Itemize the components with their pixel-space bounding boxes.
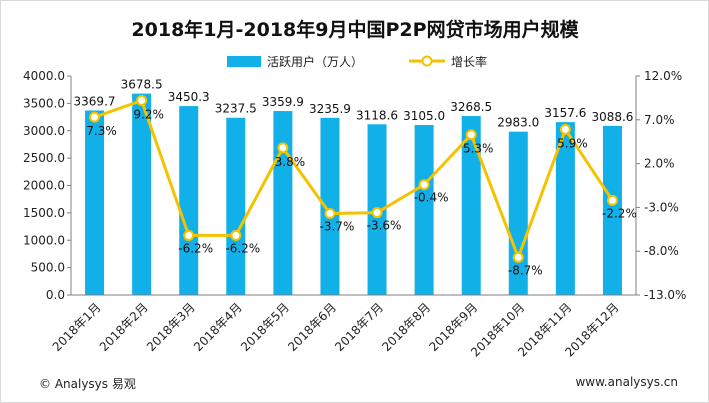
growth-rate-point <box>230 229 242 241</box>
bar-value-label: 2983.0 <box>497 116 539 130</box>
x-axis-tick-label: 2018年2月 <box>97 300 151 354</box>
growth-rate-label: -6.2% <box>178 241 213 255</box>
bar-active-users <box>320 117 340 295</box>
left-axis-tick-label: 3000.0 <box>23 124 65 138</box>
left-axis-tick-label: 4000.0 <box>23 69 65 83</box>
growth-rate-point <box>183 229 195 241</box>
growth-rate-point <box>418 179 430 191</box>
legend-label-line: 增长率 <box>451 54 487 69</box>
right-axis-tick-label: 7.0% <box>644 113 675 127</box>
bar-active-users <box>85 110 105 295</box>
right-axis-tick-label: 2.0% <box>644 157 675 171</box>
legend-swatch-bars <box>227 56 261 67</box>
copyright-text: © Analysys 易观 <box>39 377 136 391</box>
left-axis-tick-label: 1500.0 <box>23 206 65 220</box>
x-axis-tick-label: 2018年8月 <box>379 300 433 354</box>
bar-active-users <box>273 111 293 295</box>
growth-rate-label: -6.2% <box>225 241 260 255</box>
bar-active-users <box>508 131 528 295</box>
left-axis-tick-label: 1000.0 <box>23 233 65 247</box>
x-axis-tick-label: 2018年6月 <box>285 300 339 354</box>
growth-rate-point <box>512 251 524 263</box>
growth-rate-label: -3.6% <box>367 219 402 233</box>
growth-rate-label: -0.4% <box>414 191 449 205</box>
bar-active-users <box>179 106 199 296</box>
legend-label-bars: 活跃用户（万人） <box>267 54 363 69</box>
growth-rate-point <box>89 111 101 123</box>
growth-rate-label: 7.3% <box>86 124 117 138</box>
bar-active-users <box>132 93 152 295</box>
right-axis-tick-label: -13.0% <box>644 288 686 302</box>
legend-swatch-marker <box>421 55 433 67</box>
bar-value-label: 3118.6 <box>356 108 398 122</box>
website-text: www.analysys.cn <box>575 375 678 389</box>
growth-rate-point <box>559 123 571 135</box>
right-axis-tick-label: 12.0% <box>644 69 682 83</box>
bar-value-label: 3268.5 <box>450 100 492 114</box>
left-axis-tick-label: 0.0 <box>46 288 65 302</box>
growth-rate-point <box>371 207 383 219</box>
growth-rate-point <box>465 129 477 141</box>
bar-value-label: 3359.9 <box>262 95 304 109</box>
bar-active-users <box>602 125 622 296</box>
left-axis-tick-label: 500.0 <box>31 261 65 275</box>
bar-active-users <box>414 125 434 295</box>
growth-rate-label: 9.2% <box>133 108 164 122</box>
left-axis-tick-label: 2000.0 <box>23 179 65 193</box>
bar-value-label: 3450.3 <box>168 90 210 104</box>
x-axis-tick-label: 2018年5月 <box>238 300 292 354</box>
growth-rate-label: 3.8% <box>275 155 306 169</box>
bar-value-label: 3237.5 <box>215 102 257 116</box>
growth-rate-point <box>606 194 618 206</box>
bar-value-label: 3369.7 <box>74 95 116 109</box>
growth-rate-label: 5.3% <box>463 142 494 156</box>
chart-title: 2018年1月-2018年9月中国P2P网贷市场用户规模 <box>131 18 579 41</box>
bar-active-users <box>461 116 481 295</box>
growth-rate-label: -8.7% <box>508 263 543 277</box>
right-axis-tick-label: -8.0% <box>644 244 679 258</box>
bar-active-users <box>226 117 246 295</box>
growth-rate-point <box>136 95 148 107</box>
left-axis-tick-label: 3500.0 <box>23 96 65 110</box>
growth-rate-label: 5.9% <box>557 136 588 150</box>
left-axis-tick-label: 2500.0 <box>23 151 65 165</box>
growth-rate-label: -2.2% <box>602 206 637 220</box>
bar-value-label: 3678.5 <box>121 78 163 92</box>
growth-rate-line <box>94 99 614 259</box>
x-axis-tick-label: 2018年7月 <box>332 300 386 354</box>
growth-rate-label: -3.7% <box>320 220 355 234</box>
growth-rate-point <box>277 142 289 154</box>
x-axis-tick-label: 2018年1月 <box>50 300 104 354</box>
bar-value-label: 3088.6 <box>591 110 633 124</box>
bar-active-users <box>555 122 575 295</box>
right-axis-tick-label: -3.0% <box>644 200 679 214</box>
bar-value-label: 3105.0 <box>403 109 445 123</box>
bar-value-label: 3235.9 <box>309 102 351 116</box>
bar-value-label: 3157.6 <box>544 106 586 120</box>
x-axis-tick-label: 2018年3月 <box>144 300 198 354</box>
x-axis-tick-label: 2018年4月 <box>191 300 245 354</box>
growth-rate-point <box>324 208 336 220</box>
